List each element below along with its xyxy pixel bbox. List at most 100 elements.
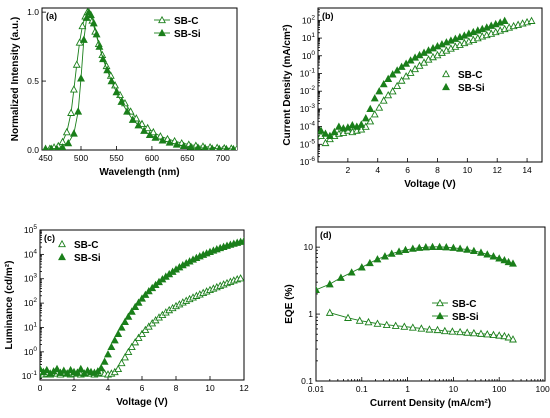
data-point-sb-si [509,259,517,267]
data-point-sb-si [325,131,334,140]
x-tick-label-a: 550 [109,153,123,163]
data-point-sb-si [104,350,112,358]
data-point-sb-c [379,96,388,104]
data-point-sb-c [321,138,330,147]
data-point-sb-si [158,136,167,144]
data-point-sb-si [64,138,73,147]
y-tick-label-b: 10-5 [300,138,316,149]
data-point-sb-si [504,257,513,266]
data-point-sb-si [48,144,55,150]
x-tick-label-c: 6 [140,383,145,393]
x-tick-label-c: 12 [239,383,249,393]
data-point-sb-si [107,76,116,85]
chart-panel-c: 0 2 4 6 8 10 12 10-1 100 101 102 103 104 105 Voltage (… [4,224,249,408]
x-tick-label-b: 14 [522,165,532,175]
data-point-sb-si [40,364,44,373]
legend-marker-sb-si [158,28,166,37]
data-point-sb-si [179,141,188,150]
data-point-sb-si [469,246,478,255]
y-tick-label-c: 105 [24,224,37,235]
data-point-sb-si [114,329,123,337]
data-point-sb-si [194,143,202,150]
plot-frame-a [41,7,238,151]
y-tick-label-c: 100 [24,346,37,357]
data-point-sb-si [318,126,325,134]
data-point-sb-c [131,338,140,346]
data-point-sb-c [375,103,384,111]
data-point-sb-c [477,329,485,337]
data-point-sb-si [117,97,126,105]
x-tick-label-b: 10 [463,165,473,175]
data-point-sb-si [63,369,72,377]
legend-marker-sb-c [436,298,444,307]
x-tick-label-d: 1 [405,384,410,394]
data-point-sb-si [384,74,393,82]
y-tick-label-b: 10-6 [300,156,316,167]
x-tick-label-b: 2 [345,165,350,175]
y-tick-label-c: 101 [24,321,37,332]
plot-area-c [40,236,244,378]
data-point-sb-si [117,323,126,331]
x-tick-label-a: 700 [216,153,230,163]
panel-label-d: (d) [320,230,332,240]
data-point-sb-c [463,328,472,336]
data-point-sb-si [69,129,78,137]
y-axis-title-a: Normalized Intensity (a.u.) [10,17,21,141]
x-tick-label-d: 0.1 [356,384,368,394]
y-tick-label-b: 10-1 [300,67,316,78]
legend-marker-sb-c [158,15,166,24]
data-point-sb-c [384,90,393,99]
data-point-sb-si [334,122,343,130]
data-point-sb-si [112,87,121,96]
data-point-sb-si [89,19,98,27]
data-point-sb-si [456,244,465,252]
data-point-sb-c [127,342,136,351]
data-point-sb-si [100,357,109,365]
legend-marker-sb-si [442,82,450,91]
data-point-sb-si [500,16,509,24]
data-point-sb-si [107,342,116,351]
data-point-sb-c [69,85,78,93]
data-point-sb-c [504,333,513,341]
data-point-sb-c [489,330,498,338]
data-point-sb-si [97,363,106,372]
data-point-sb-si [140,126,149,134]
x-tick-label-a: 600 [145,153,159,163]
x-tick-label-d: 0.01 [308,384,325,394]
data-point-sb-si [449,243,458,251]
y-tick-label-b: 10-3 [300,103,316,114]
data-point-sb-si [131,302,140,311]
x-tick-label-c: 2 [72,383,77,393]
y-axis-title-d: EQE (%) [284,284,295,323]
x-tick-label-c: 0 [38,383,43,393]
data-point-sb-c [344,313,352,321]
data-point-sb-si [365,258,374,267]
x-tick-label-b: 6 [405,165,410,175]
series-line-sb-si [316,246,514,291]
data-point-sb-c [500,331,509,340]
y-tick-label-b: 102 [302,14,315,25]
data-point-sb-c [114,364,123,373]
series-line-sb-si [45,11,234,150]
data-point-sb-si [325,280,334,288]
data-point-sb-c [78,21,87,30]
data-point-sb-si [380,252,389,260]
data-point-sb-si [395,247,403,255]
data-point-sb-si [145,130,154,139]
data-point-sb-si [321,129,330,137]
data-point-sb-c [382,320,391,329]
data-point-sb-si [387,249,396,257]
x-tick-label-b: 12 [492,165,502,175]
y-tick-label-a: 0.5 [27,76,39,86]
data-point-sb-si [347,268,356,276]
data-point-sb-c [149,127,158,136]
data-point-sb-si [330,127,339,136]
y-tick-label-d: 0.1 [301,376,313,386]
y-axis-title-b: Current Density (mA/cm²) [282,24,293,145]
data-point-sb-si [489,252,498,260]
panel-label-c: (c) [44,233,55,243]
data-point-sb-si [186,142,195,150]
y-tick-label-b: 101 [302,32,315,43]
data-point-sb-si [408,244,417,252]
